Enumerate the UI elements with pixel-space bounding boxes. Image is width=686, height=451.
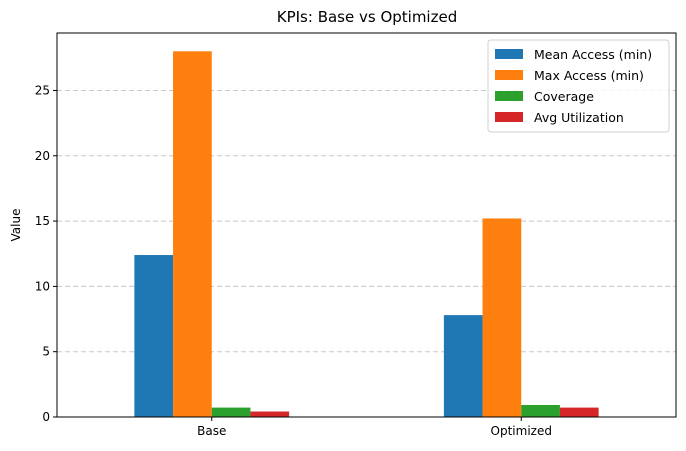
chart-title: KPIs: Base vs Optimized [277, 8, 457, 26]
bar [134, 255, 174, 417]
plot-frame [56, 32, 677, 418]
legend-swatch [495, 91, 523, 101]
bar [173, 51, 212, 418]
legend-swatch [495, 112, 523, 122]
bar [250, 411, 290, 417]
legend-label: Max Access (min) [534, 68, 644, 83]
bar [482, 218, 522, 417]
y-tick-label: 0 [42, 410, 50, 424]
y-tick-label: 15 [35, 214, 50, 228]
y-tick-label: 25 [35, 83, 50, 97]
legend-label: Avg Utilization [534, 110, 624, 125]
bar [443, 315, 483, 417]
legend-label: Coverage [534, 89, 594, 104]
axis-ticks: 0 5 10 15 20 25 Base Optimized [35, 83, 552, 438]
y-tick-label: 5 [42, 345, 50, 359]
legend-box [487, 39, 670, 133]
y-tick-label: 10 [35, 279, 50, 293]
bars [134, 51, 599, 418]
legend-swatch [495, 49, 523, 59]
x-tick-label: Optimized [491, 424, 552, 438]
x-tick-label: Base [197, 424, 226, 438]
legend: Mean Access (min) Max Access (min) Coverag… [487, 39, 670, 133]
legend-swatch [495, 70, 523, 80]
y-tick-label: 20 [35, 149, 50, 163]
bar [521, 404, 560, 417]
y-axis-label: Value [9, 209, 23, 242]
bar [211, 407, 251, 417]
bar [559, 407, 599, 417]
legend-label: Mean Access (min) [534, 47, 652, 62]
